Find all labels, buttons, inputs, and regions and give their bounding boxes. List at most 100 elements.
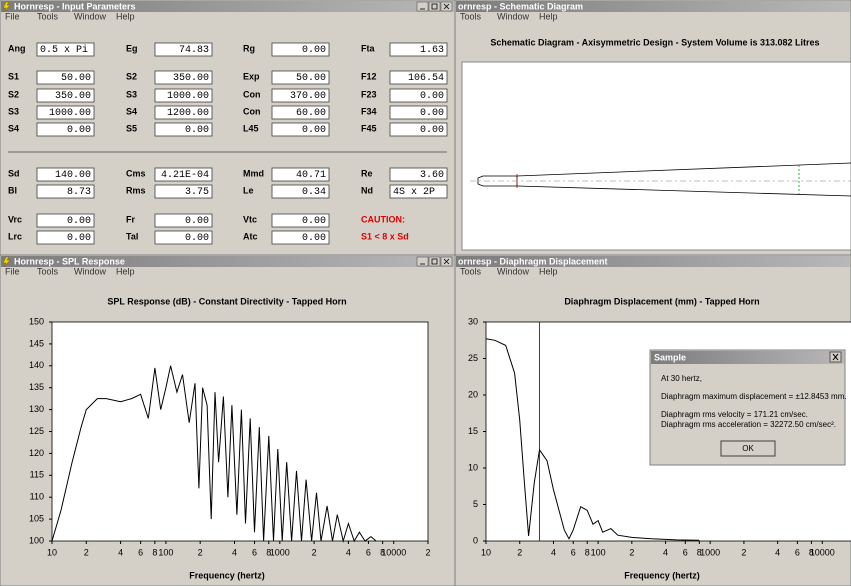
param-field[interactable] <box>389 184 448 199</box>
menu-item[interactable]: Help <box>539 11 558 21</box>
param-value: 60.00 <box>296 108 326 119</box>
param-field[interactable] <box>271 184 330 199</box>
param-label: Tal <box>126 231 138 241</box>
dialog-line: Diaphragm rms velocity = 171.21 cm/sec. <box>661 410 808 419</box>
param-label: Sd <box>8 168 20 178</box>
menu-item[interactable]: Tools <box>460 266 482 276</box>
param-label: Rms <box>126 185 146 195</box>
param-field[interactable] <box>154 213 213 228</box>
menu-item[interactable]: Tools <box>37 266 59 276</box>
param-label: S4 <box>126 106 137 116</box>
y-tick-label: 5 <box>473 499 478 509</box>
param-label: Con <box>243 89 261 99</box>
minimize-button[interactable] <box>416 256 429 267</box>
menu-item[interactable]: Help <box>116 266 135 276</box>
param-value: 0.00 <box>420 108 444 119</box>
x-tick-label: 4 <box>775 547 780 557</box>
menu-item[interactable]: Window <box>74 266 107 276</box>
maximize-button[interactable] <box>428 1 441 12</box>
chart-title: Diaphragm Displacement (mm) - Tapped Hor… <box>564 296 759 306</box>
param-field[interactable] <box>154 184 213 199</box>
x-tick-label: 8 <box>697 547 702 557</box>
param-field[interactable] <box>154 122 213 137</box>
param-field[interactable] <box>154 230 213 245</box>
param-field[interactable] <box>36 105 95 120</box>
param-label: Exp <box>243 71 260 81</box>
x-tick-label: 6 <box>795 547 800 557</box>
param-value: 74.83 <box>179 45 209 56</box>
menu-item[interactable]: Tools <box>460 11 482 21</box>
param-value: 0.00 <box>185 233 209 244</box>
window-title: Hornresp - Input Parameters <box>14 1 136 11</box>
menu-item[interactable]: Window <box>497 266 530 276</box>
param-value: 0.5 x Pi <box>40 44 88 56</box>
x-tick-label: 4 <box>663 547 668 557</box>
param-value: 350.00 <box>173 73 209 84</box>
param-label: Re <box>361 168 373 178</box>
param-label: Vtc <box>243 214 257 224</box>
param-field[interactable] <box>389 42 448 57</box>
param-field[interactable] <box>271 105 330 120</box>
param-field[interactable] <box>271 167 330 182</box>
title-bar <box>1 1 454 12</box>
param-field[interactable] <box>154 167 213 182</box>
horn-drawing <box>470 162 851 197</box>
x-tick-label: 2 <box>198 547 203 557</box>
param-field[interactable] <box>36 42 95 57</box>
menu-item[interactable]: Window <box>497 11 530 21</box>
param-field[interactable] <box>271 122 330 137</box>
x-tick-label: 4 <box>232 547 237 557</box>
y-tick-label: 145 <box>29 338 44 348</box>
param-field[interactable] <box>271 88 330 103</box>
caution: CAUTION: <box>361 214 405 224</box>
param-field[interactable] <box>389 70 448 85</box>
param-value: 350.00 <box>55 91 91 102</box>
param-label: Rg <box>243 43 255 53</box>
param-value: 0.00 <box>185 216 209 227</box>
param-label: F23 <box>361 89 377 99</box>
param-field[interactable] <box>154 70 213 85</box>
param-field[interactable] <box>36 70 95 85</box>
param-field[interactable] <box>36 184 95 199</box>
param-field[interactable] <box>271 230 330 245</box>
param-field[interactable] <box>154 42 213 57</box>
menu-item[interactable]: Window <box>74 11 107 21</box>
param-field[interactable] <box>36 230 95 245</box>
param-field[interactable] <box>36 167 95 182</box>
param-value: 1000.00 <box>49 108 91 119</box>
menu-item[interactable]: File <box>5 266 20 276</box>
ok-button[interactable] <box>720 440 776 457</box>
param-label: S2 <box>126 71 137 81</box>
param-field[interactable] <box>389 88 448 103</box>
x-tick-label: 2 <box>629 547 634 557</box>
param-field[interactable] <box>389 122 448 137</box>
maximize-button[interactable] <box>428 256 441 267</box>
param-field[interactable] <box>36 88 95 103</box>
param-value: 0.00 <box>302 125 326 136</box>
param-value: 0.00 <box>67 125 91 136</box>
minimize-button[interactable] <box>416 1 429 12</box>
y-tick-label: 30 <box>468 316 478 326</box>
y-tick-label: 140 <box>29 360 44 370</box>
param-field[interactable] <box>154 105 213 120</box>
menu-item[interactable]: Help <box>116 11 135 21</box>
param-field[interactable] <box>36 213 95 228</box>
window-title: ornresp - Schematic Diagram <box>458 1 583 11</box>
param-field[interactable] <box>389 167 448 182</box>
param-field[interactable] <box>154 88 213 103</box>
menu-item[interactable]: Help <box>539 266 558 276</box>
menu-item[interactable]: File <box>5 11 20 21</box>
param-value: 50.00 <box>296 73 326 84</box>
param-label: S1 <box>8 71 19 81</box>
y-tick-label: 25 <box>468 353 478 363</box>
param-field[interactable] <box>36 122 95 137</box>
param-field[interactable] <box>271 42 330 57</box>
y-tick-label: 125 <box>29 426 44 436</box>
param-label: Mmd <box>243 168 264 178</box>
param-field[interactable] <box>389 105 448 120</box>
menu-item[interactable]: Tools <box>37 11 59 21</box>
param-field[interactable] <box>271 70 330 85</box>
param-field[interactable] <box>271 213 330 228</box>
window-title: ornresp - Diaphragm Displacement <box>458 256 608 266</box>
window-title: Hornresp - SPL Response <box>14 256 125 266</box>
